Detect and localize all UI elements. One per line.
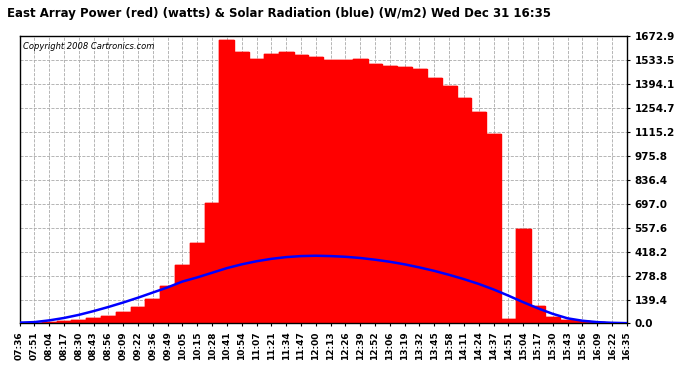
Text: East Array Power (red) (watts) & Solar Radiation (blue) (W/m2) Wed Dec 31 16:35: East Array Power (red) (watts) & Solar R… [7, 8, 551, 21]
Text: Copyright 2008 Cartronics.com: Copyright 2008 Cartronics.com [23, 42, 154, 51]
